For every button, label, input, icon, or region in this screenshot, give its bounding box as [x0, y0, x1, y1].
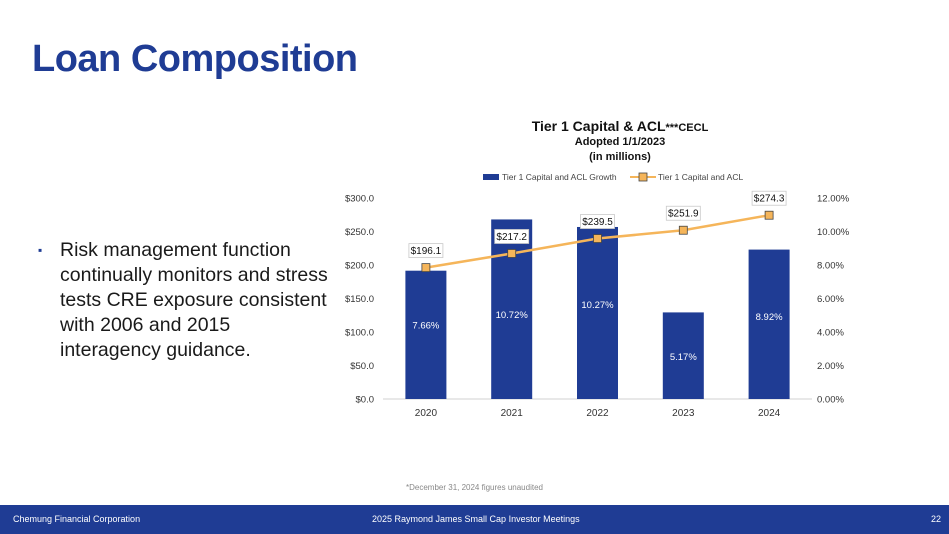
chart-title-suffix: ***CECL	[665, 122, 709, 134]
line-label-box-2021	[494, 229, 530, 244]
bar-2023	[662, 312, 704, 399]
tier1-capital-chart: Tier 1 Capital & ACL***CECL Adopted 1/1/…	[340, 112, 900, 422]
bullet-text: Risk management function continually mon…	[60, 239, 328, 361]
bar-label-2020: 7.66%	[412, 320, 439, 331]
bar-label-2023: 5.17%	[670, 352, 697, 363]
y-left-tick-label: $300.0	[345, 194, 374, 205]
y-right-tick-label: 4.00%	[817, 328, 844, 339]
line-label-box-2024	[751, 190, 787, 206]
x-tick-label: 2023	[672, 408, 695, 419]
slide-title: Loan Composition	[32, 38, 358, 80]
line-label-2024: $274.3	[754, 194, 785, 205]
footer-event: 2025 Raymond James Small Cap Investor Me…	[372, 514, 580, 524]
bullet-marker-icon: ▪	[38, 243, 43, 257]
chart-subtitle-units: (in millions)	[589, 151, 651, 163]
y-right-tick-label: 2.00%	[817, 361, 844, 372]
bar-label-2024: 8.92%	[756, 312, 783, 323]
line-point-2024	[764, 210, 774, 220]
bullet-list: ▪ Risk management function continually m…	[38, 238, 328, 363]
y-left-tick-label: $100.0	[345, 328, 374, 339]
y-left-tick-label: $250.0	[345, 227, 374, 238]
chart-title-main: Tier 1 Capital & ACL	[531, 118, 666, 134]
footer-page-number: 22	[930, 514, 941, 524]
y-left-tick-label: $50.0	[350, 361, 374, 372]
line-label-2021: $217.2	[496, 232, 527, 243]
chart-plot-area: Tier 1 Capital and ACL Growth Tier 1 Capi…	[345, 172, 850, 419]
footer-bar: Chemung Financial Corporation 2025 Raymo…	[0, 505, 949, 534]
legend-swatch-bar	[483, 174, 499, 180]
line-label-box-2022	[580, 214, 615, 229]
legend-label-line: Tier 1 Capital and ACL	[658, 172, 743, 182]
line-label-box-2020	[408, 243, 444, 259]
chart-subtitle: Adopted 1/1/2023	[574, 136, 666, 148]
y-right-tick-label: 6.00%	[817, 294, 844, 305]
y-right-tick-label: 12.00%	[817, 194, 850, 205]
line-point-2022	[593, 234, 602, 243]
bullet-item: ▪ Risk management function continually m…	[38, 238, 328, 363]
y-left-tick-label: $200.0	[345, 261, 374, 272]
legend-swatch-marker	[638, 172, 648, 182]
y-right-tick-label: 0.00%	[817, 395, 844, 406]
y-right-tick-label: 8.00%	[817, 261, 844, 272]
footnote: *December 31, 2024 figures unaudited	[406, 483, 543, 492]
x-tick-label: 2020	[415, 408, 438, 419]
line-point-2023	[678, 225, 688, 235]
line-point-2021	[507, 249, 517, 258]
bar-2022	[577, 226, 618, 399]
line-label-2023: $251.9	[668, 209, 699, 220]
bar-2024	[748, 249, 790, 399]
line-label-box-2023	[665, 205, 701, 221]
legend-label-bar: Tier 1 Capital and ACL Growth	[502, 172, 617, 182]
line-label-2020: $196.1	[411, 246, 442, 257]
y-right-tick-label: 10.00%	[817, 227, 850, 238]
x-tick-label: 2022	[586, 408, 609, 419]
bar-label-2022: 10.27%	[581, 300, 614, 311]
bar-2020	[405, 270, 447, 399]
y-left-tick-label: $0.0	[356, 395, 375, 406]
x-tick-label: 2024	[758, 408, 781, 419]
x-tick-label: 2021	[501, 408, 524, 419]
chart-title: Tier 1 Capital & ACL***CECL	[340, 118, 900, 134]
line-point-2020	[421, 263, 431, 273]
bar-label-2021: 10.72%	[496, 310, 529, 321]
footer-company: Chemung Financial Corporation	[13, 514, 141, 524]
y-left-tick-label: $150.0	[345, 294, 374, 305]
line-label-2022: $239.5	[582, 217, 613, 228]
